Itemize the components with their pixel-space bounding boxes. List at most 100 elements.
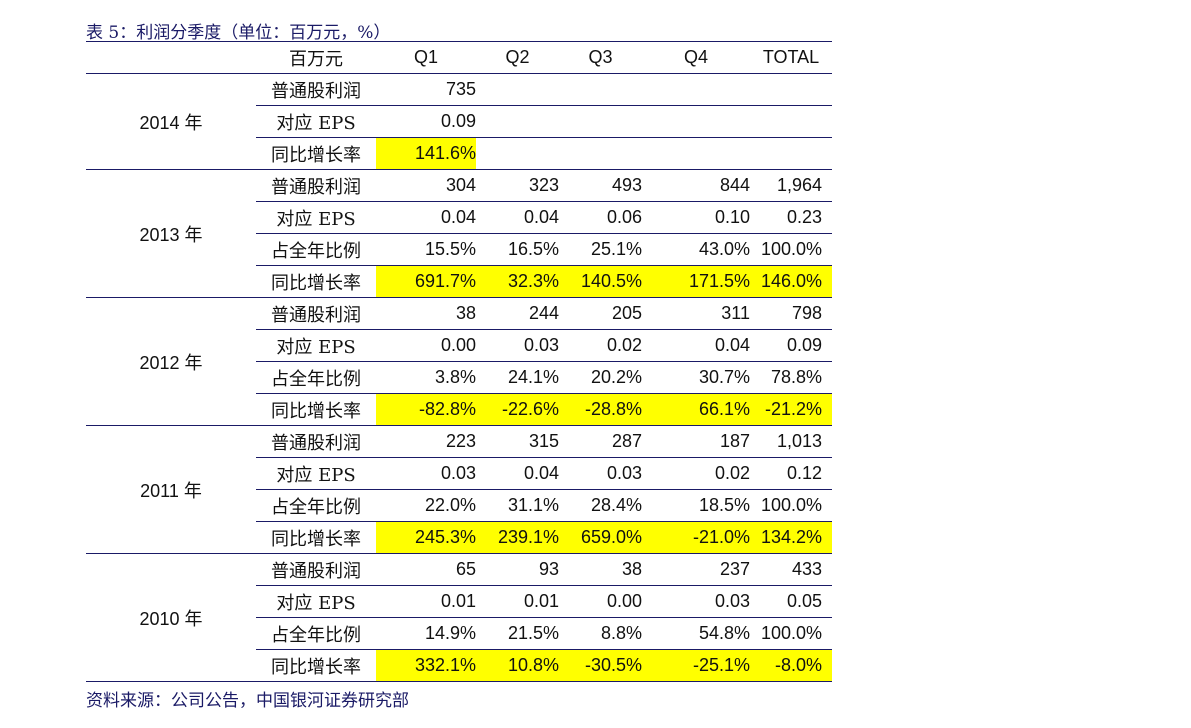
header-unit: 百万元 — [289, 48, 343, 70]
table-cell: -21.2% — [750, 393, 832, 426]
table-cell: -8.0% — [750, 649, 832, 682]
table-cell: 332.1% — [376, 649, 476, 682]
table-row: 2010 年普通股利润 65 93 38 237 433 — [86, 553, 832, 682]
table-row: 同比增长率 141.6% — [86, 137, 832, 170]
row-label: 占全年比例 — [256, 233, 376, 266]
table-cell: 1,964 — [750, 169, 832, 202]
table-cell: 1,013 — [750, 425, 832, 458]
table-cell: 0.01 — [376, 585, 476, 618]
table-cell: 237 — [642, 553, 750, 586]
table-cell: 205 — [559, 297, 642, 330]
header-q3: Q3 — [588, 47, 613, 67]
table-row: 同比增长率 332.1% 10.8% -30.5% -25.1% -8.0% — [86, 649, 832, 682]
row-label: 普通股利润 — [256, 553, 376, 586]
table-cell — [642, 73, 750, 106]
table-cell: 93 — [476, 553, 559, 586]
quarterly-profit-table: 百万元 Q1 Q2 Q3 Q4 TOTAL 2014 年普通股利润 735 对应 E… — [86, 41, 832, 682]
table-cell: 3.8% — [376, 361, 476, 394]
table-cell: 0.00 — [559, 585, 642, 618]
table-cell: 100.0% — [750, 233, 832, 266]
table-cell: 0.05 — [750, 585, 832, 618]
row-label: 占全年比例 — [256, 489, 376, 522]
table-cell: 16.5% — [476, 233, 559, 266]
row-label: 普通股利润 — [256, 169, 376, 202]
table-row: 占全年比例 22.0% 31.1% 28.4% 18.5% 100.0% — [86, 489, 832, 522]
table-cell — [476, 105, 559, 138]
table-cell: 0.00 — [376, 329, 476, 362]
header-q4: Q4 — [683, 47, 708, 67]
table-cell: -21.0% — [642, 521, 750, 554]
row-label: 占全年比例 — [256, 361, 376, 394]
table-cell: 223 — [376, 425, 476, 458]
table-cell: 65 — [376, 553, 476, 586]
table-cell: 245.3% — [376, 521, 476, 554]
row-label: 同比增长率 — [256, 265, 376, 298]
row-label: 同比增长率 — [256, 521, 376, 554]
table-cell — [750, 137, 832, 170]
table-cell: 22.0% — [376, 489, 476, 522]
table-cell: 311 — [642, 297, 750, 330]
table-cell: 146.0% — [750, 265, 832, 298]
table-cell: 100.0% — [750, 489, 832, 522]
table-row: 占全年比例 3.8% 24.1% 20.2% 30.7% 78.8% — [86, 361, 832, 394]
table-cell: 735 — [376, 73, 476, 106]
table-cell: 0.04 — [476, 201, 559, 234]
table-header-row: 百万元 Q1 Q2 Q3 Q4 TOTAL — [86, 41, 832, 74]
row-label: 占全年比例 — [256, 617, 376, 650]
table-cell: 659.0% — [559, 521, 642, 554]
table-cell: 14.9% — [376, 617, 476, 650]
table-cell: 140.5% — [559, 265, 642, 298]
table-cell: 0.02 — [642, 457, 750, 490]
table-cell: 66.1% — [642, 393, 750, 426]
table-cell: 287 — [559, 425, 642, 458]
year-label: 2013 年 — [86, 169, 256, 298]
row-label: 同比增长率 — [256, 137, 376, 170]
header-q1: Q1 — [413, 47, 438, 67]
table-row: 对应 EPS 0.04 0.04 0.06 0.10 0.23 — [86, 201, 832, 234]
table-cell: 244 — [476, 297, 559, 330]
table-row: 2013 年普通股利润 304 323 493 844 1,964 — [86, 169, 832, 298]
header-q2: Q2 — [505, 47, 530, 67]
table-cell: 0.01 — [476, 585, 559, 618]
table-cell: 21.5% — [476, 617, 559, 650]
table-row: 同比增长率 691.7% 32.3% 140.5% 171.5% 146.0% — [86, 265, 832, 298]
year-label: 2010 年 — [86, 553, 256, 682]
table-cell — [559, 105, 642, 138]
row-label: 对应 EPS — [256, 201, 376, 234]
table-cell — [642, 137, 750, 170]
table-cell: 38 — [559, 553, 642, 586]
table-cell: 0.06 — [559, 201, 642, 234]
table-cell: 141.6% — [376, 137, 476, 170]
table-cell: 493 — [559, 169, 642, 202]
year-label: 2012 年 — [86, 297, 256, 426]
table-cell: 433 — [750, 553, 832, 586]
table-cell — [750, 73, 832, 106]
table-row: 对应 EPS 0.00 0.03 0.02 0.04 0.09 — [86, 329, 832, 362]
row-label: 同比增长率 — [256, 649, 376, 682]
table-cell: 844 — [642, 169, 750, 202]
table-row: 占全年比例 15.5% 16.5% 25.1% 43.0% 100.0% — [86, 233, 832, 266]
table-cell: 0.04 — [642, 329, 750, 362]
table-row: 对应 EPS 0.01 0.01 0.00 0.03 0.05 — [86, 585, 832, 618]
table-cell: 32.3% — [476, 265, 559, 298]
table-cell: 43.0% — [642, 233, 750, 266]
table-row: 占全年比例 14.9% 21.5% 8.8% 54.8% 100.0% — [86, 617, 832, 650]
table-row: 对应 EPS 0.09 — [86, 105, 832, 138]
table-cell — [642, 105, 750, 138]
table-cell: 30.7% — [642, 361, 750, 394]
table-cell: 0.03 — [642, 585, 750, 618]
table-cell: 0.04 — [376, 201, 476, 234]
table-cell — [750, 105, 832, 138]
source-note: 资料来源：公司公告，中国银河证券研究部 — [86, 691, 409, 711]
table-cell: -30.5% — [559, 649, 642, 682]
table-cell: 8.8% — [559, 617, 642, 650]
row-label: 同比增长率 — [256, 393, 376, 426]
table-cell: 0.04 — [476, 457, 559, 490]
table-cell: 54.8% — [642, 617, 750, 650]
table-cell: -82.8% — [376, 393, 476, 426]
table-cell: -25.1% — [642, 649, 750, 682]
table-cell: 0.03 — [559, 457, 642, 490]
table-cell: 31.1% — [476, 489, 559, 522]
table-cell: 18.5% — [642, 489, 750, 522]
table-cell: 0.03 — [476, 329, 559, 362]
